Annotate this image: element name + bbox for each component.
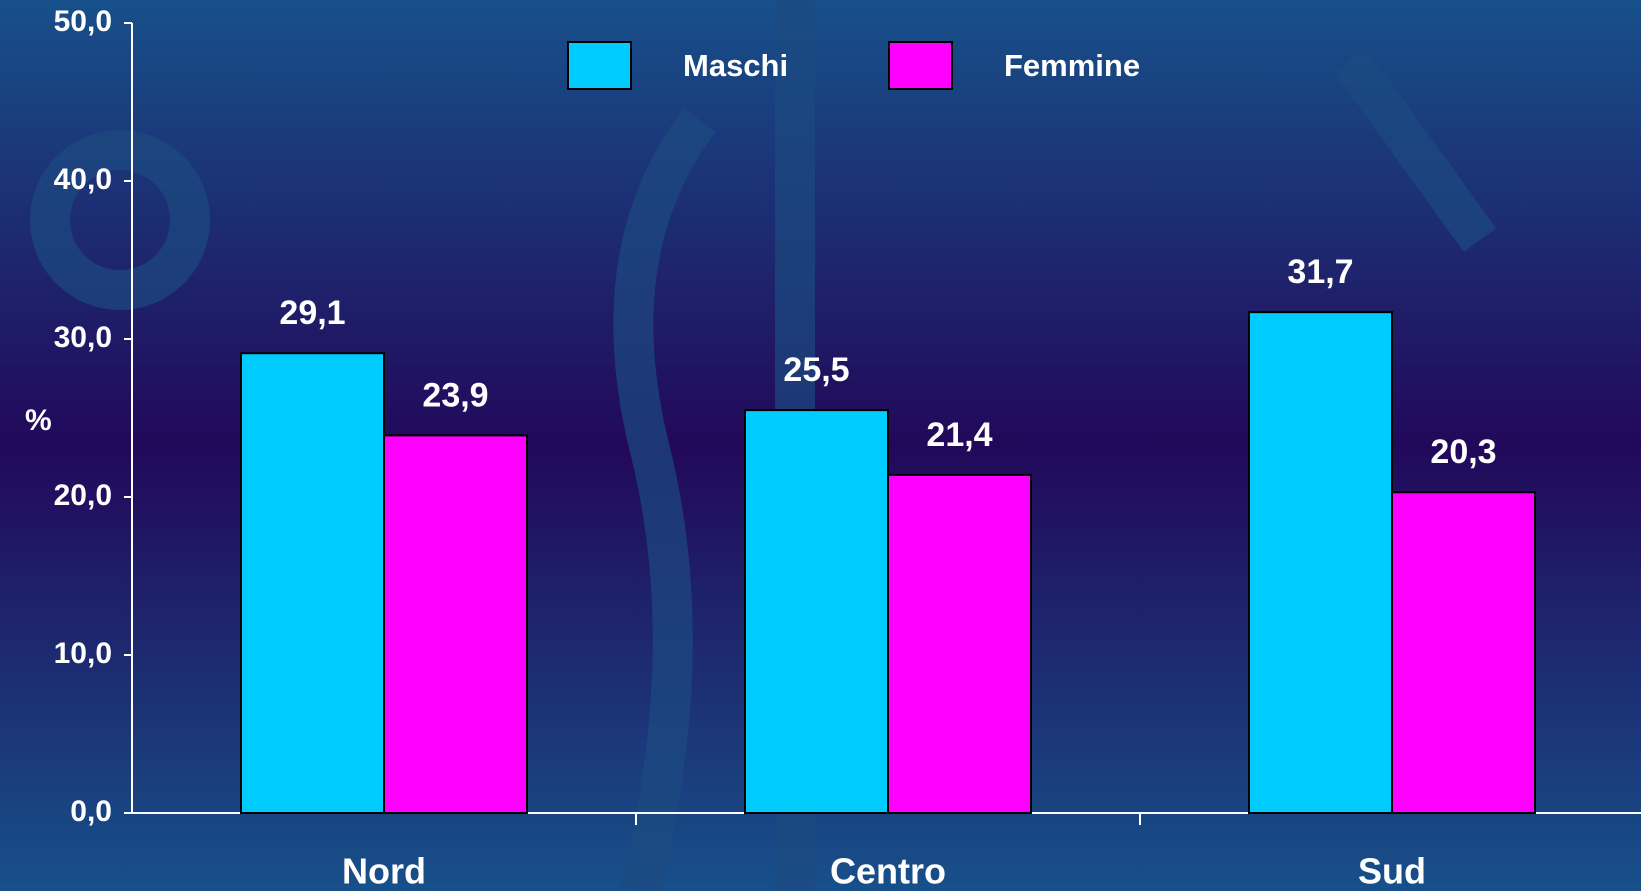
- legend-swatch: [567, 41, 632, 90]
- bar: [1248, 311, 1393, 814]
- value-label: 23,9: [422, 376, 488, 414]
- legend-label: Femmine: [1004, 48, 1140, 83]
- y-tick-label: 10,0: [54, 637, 112, 670]
- legend-label: Maschi: [683, 48, 788, 83]
- legend-swatch: [888, 41, 953, 90]
- bar: [887, 473, 1032, 814]
- x-tick-label: Nord: [342, 851, 426, 891]
- bar: [240, 352, 385, 814]
- bar: [744, 409, 889, 814]
- y-tick-label: 40,0: [54, 163, 112, 196]
- y-tick-label: 20,0: [54, 479, 112, 512]
- x-tick-label: Sud: [1358, 851, 1426, 891]
- value-label: 29,1: [279, 294, 345, 332]
- value-label: 25,5: [783, 351, 849, 389]
- y-tick-label: 0,0: [70, 795, 112, 828]
- bar: [383, 434, 528, 814]
- value-label: 20,3: [1430, 433, 1496, 471]
- x-tick-label: Centro: [830, 851, 946, 891]
- value-label: 31,7: [1287, 253, 1353, 291]
- y-axis-label: %: [25, 404, 52, 437]
- bar: [1391, 491, 1536, 814]
- y-tick-label: 30,0: [54, 321, 112, 354]
- y-tick-label: 50,0: [54, 5, 112, 38]
- value-label: 21,4: [926, 416, 992, 454]
